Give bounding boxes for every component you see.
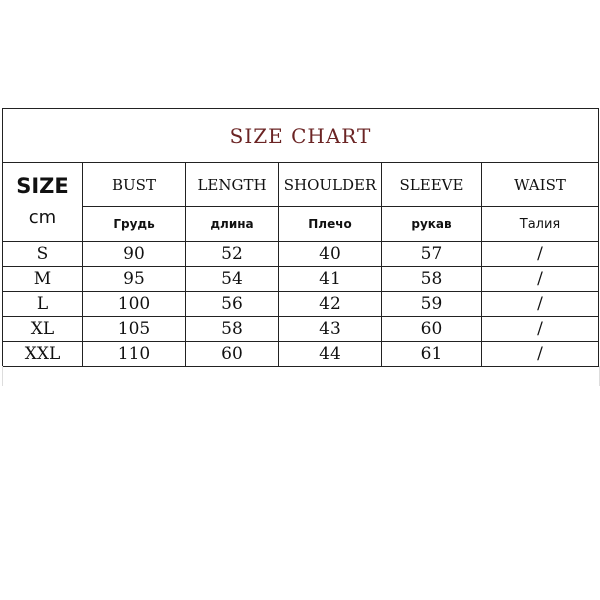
header-length-ru: длина: [185, 206, 279, 242]
value-cell: 41: [278, 266, 382, 292]
value-cell: 44: [278, 341, 382, 367]
table-row: M 95 54 41 58/: [2, 266, 600, 292]
table-row: L 100 56 42 59/: [2, 291, 600, 317]
chart-title: SIZE CHART: [1, 108, 600, 163]
size-unit-header: SIZE cm: [2, 162, 83, 242]
header-bust-ru: Грудь: [82, 206, 186, 242]
header-sleeve: SLEEVE: [381, 162, 482, 207]
value-cell: /: [480, 241, 600, 267]
size-cell: XXL: [2, 341, 83, 367]
value-cell: 57: [381, 241, 482, 267]
value-cell: /: [480, 291, 600, 317]
value-cell: 58: [381, 266, 482, 292]
value-cell: 61: [381, 341, 482, 367]
value-cell: 56: [185, 291, 279, 317]
table-row: XXL 110 60 44 61/: [2, 341, 600, 367]
table-row: XL 105 58 43 60/: [2, 316, 600, 342]
header-waist: WAIST: [480, 162, 600, 207]
value-cell: 105: [82, 316, 186, 342]
value-cell: 52: [185, 241, 279, 267]
bottom-frame: [2, 366, 600, 386]
header-length: LENGTH: [185, 162, 279, 207]
size-label: SIZE: [16, 174, 69, 198]
size-cell: XL: [2, 316, 83, 342]
value-cell: /: [480, 266, 600, 292]
value-cell: 43: [278, 316, 382, 342]
value-cell: 95: [82, 266, 186, 292]
table-row: S 90 52 40 57/: [2, 241, 600, 267]
value-cell: 54: [185, 266, 279, 292]
value-cell: 40: [278, 241, 382, 267]
value-cell: 59: [381, 291, 482, 317]
value-cell: 42: [278, 291, 382, 317]
value-cell: 58: [185, 316, 279, 342]
size-cell: M: [2, 266, 83, 292]
size-cell: S: [2, 241, 83, 267]
value-cell: 60: [185, 341, 279, 367]
header-waist-ru: Талия: [480, 206, 600, 242]
header-sleeve-ru: рукав: [381, 206, 482, 242]
value-cell: 60: [381, 316, 482, 342]
header-bust: BUST: [82, 162, 186, 207]
size-chart-table: SIZE CHART SIZE cm BUST LENGTH SHOULDER …: [1, 108, 600, 367]
value-cell: 90: [82, 241, 186, 267]
unit-label: cm: [28, 207, 57, 228]
header-shoulder: SHOULDER: [278, 162, 382, 207]
value-cell: 110: [82, 341, 186, 367]
value-cell: /: [480, 316, 600, 342]
header-shoulder-ru: Плечо: [278, 206, 382, 242]
value-cell: 100: [82, 291, 186, 317]
value-cell: /: [480, 341, 600, 367]
size-chart: SIZE CHART SIZE cm BUST LENGTH SHOULDER …: [1, 108, 600, 367]
size-cell: L: [2, 291, 83, 317]
